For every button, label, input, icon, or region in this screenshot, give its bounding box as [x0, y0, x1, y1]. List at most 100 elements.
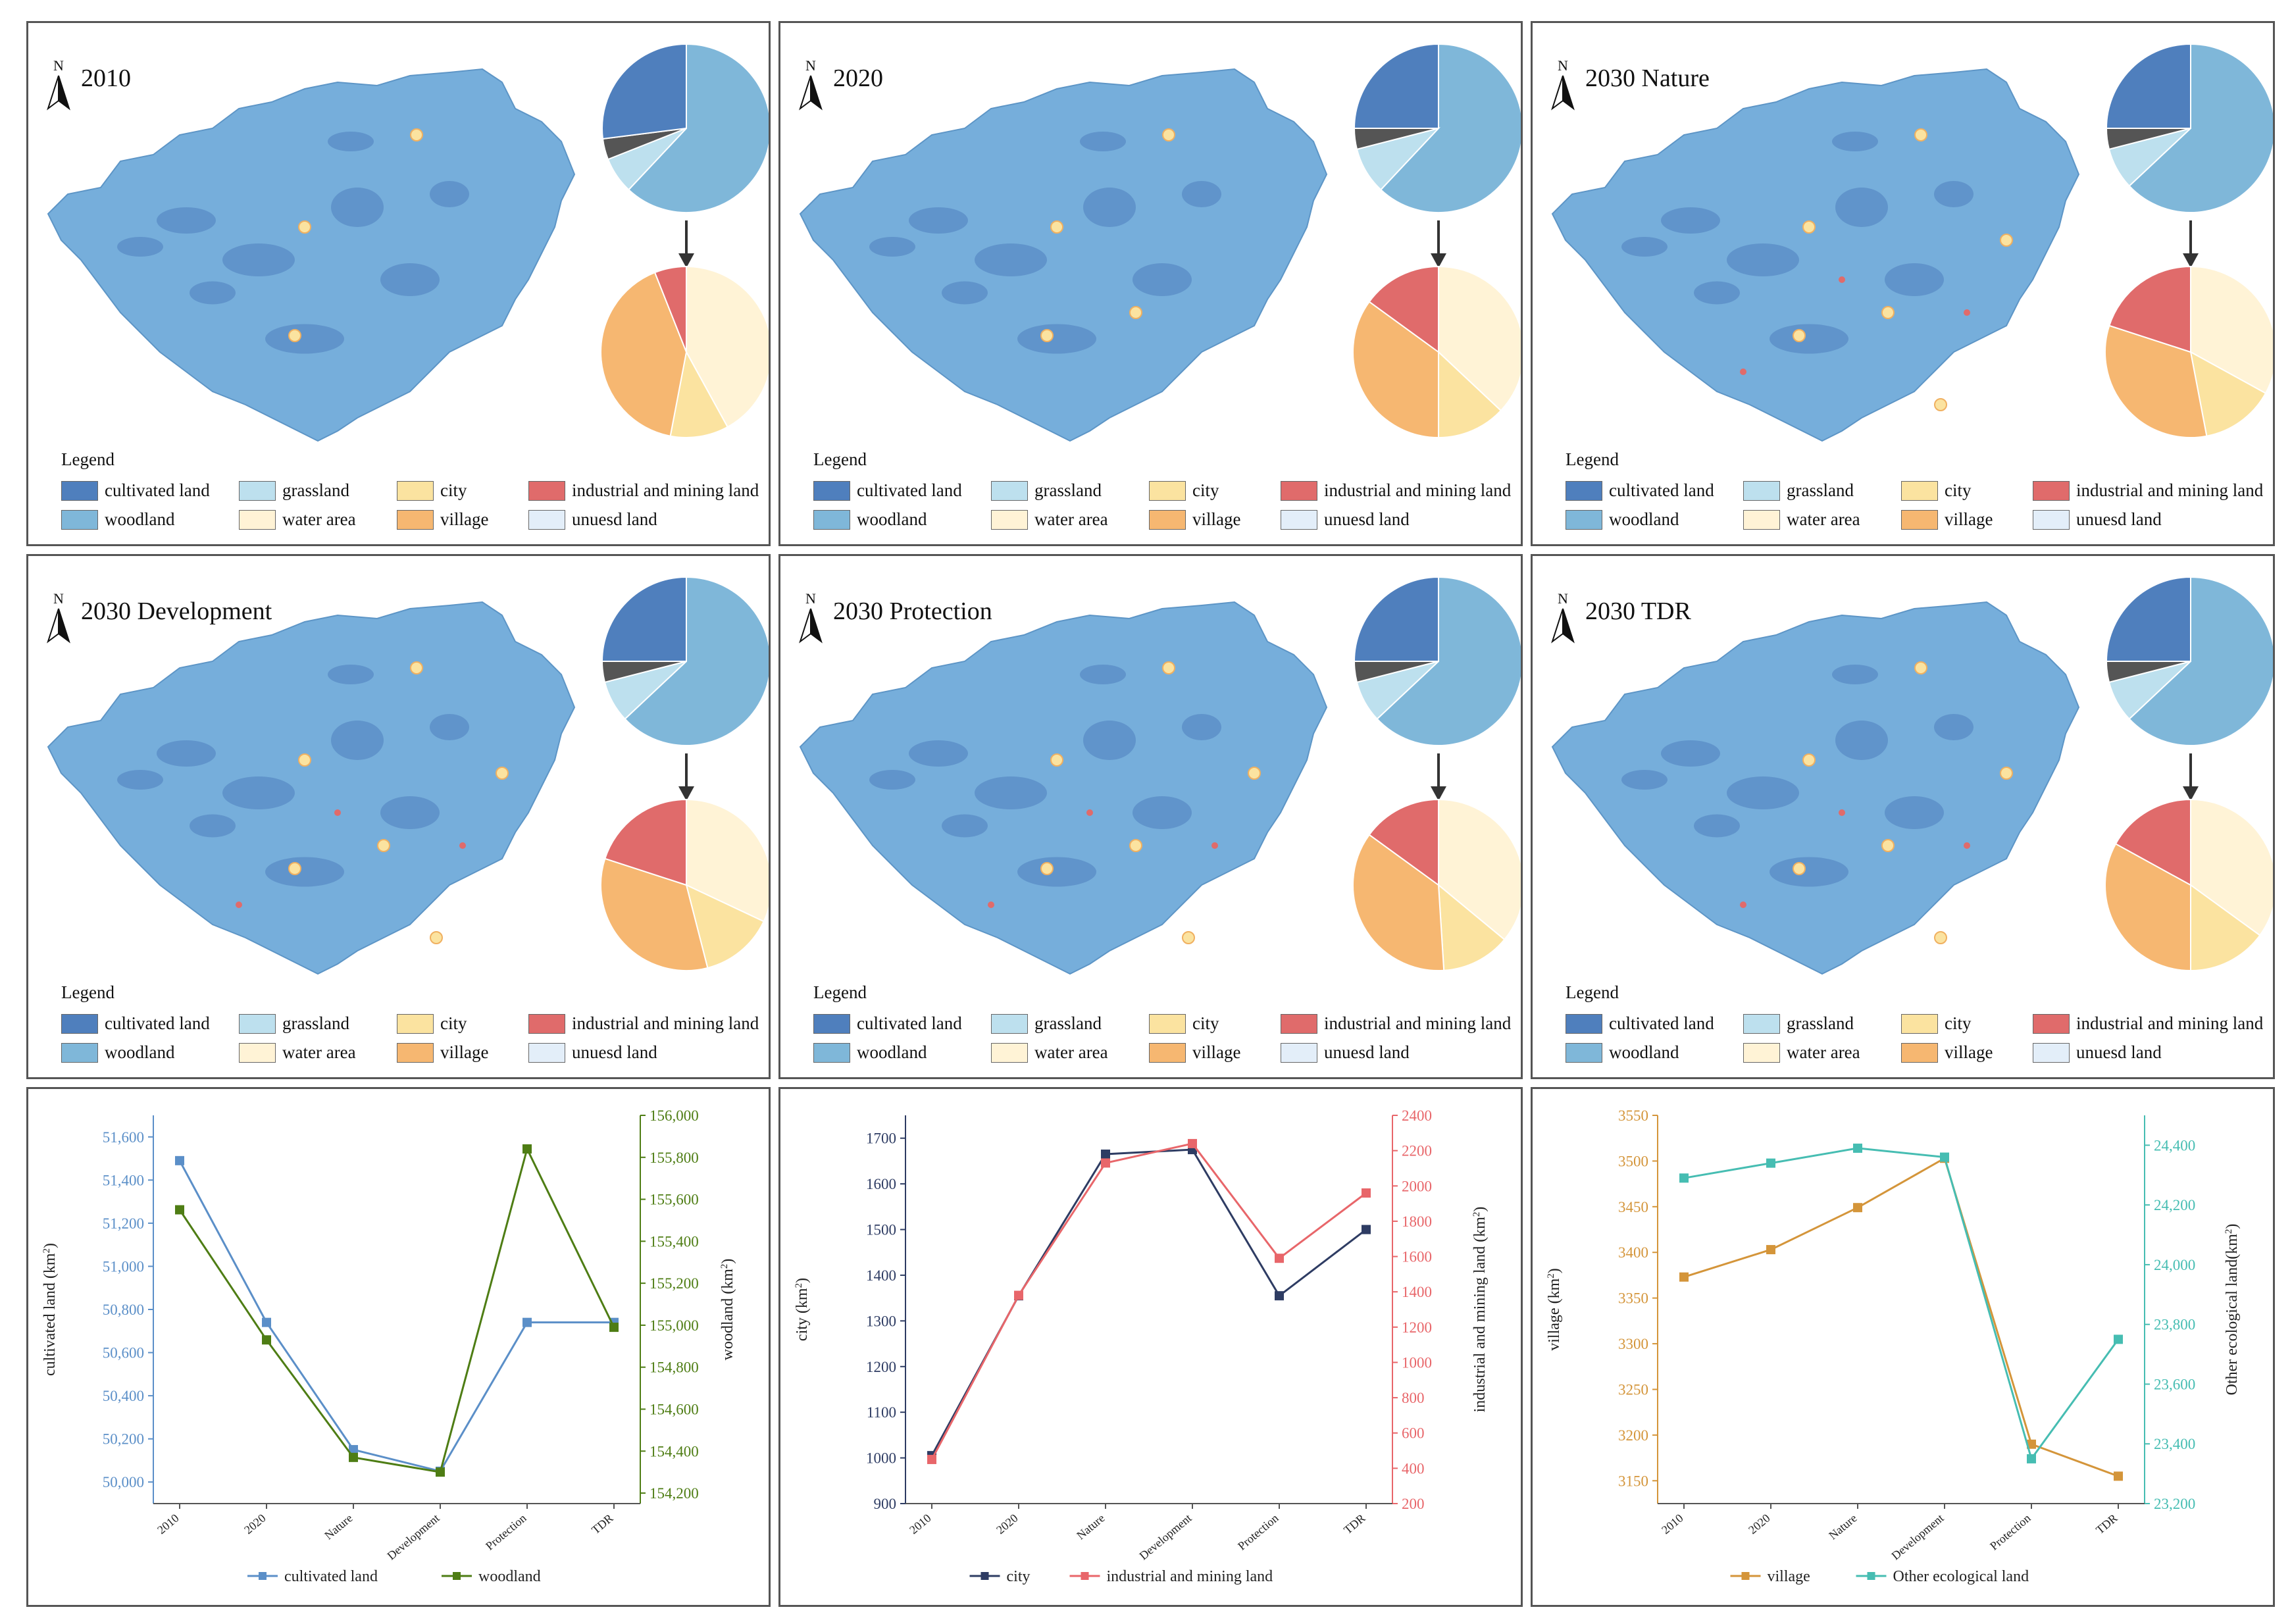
x-tick-label: 2020	[1746, 1511, 1772, 1536]
x-tick-label: 2010	[155, 1511, 181, 1536]
region-outline	[1551, 68, 2080, 442]
city-spot	[298, 753, 311, 767]
city-spot	[1802, 220, 1816, 234]
north-arrow-icon: N	[1551, 57, 1575, 111]
left-tick-label: 1200	[866, 1359, 896, 1375]
sub-pie-chart	[1352, 265, 1521, 439]
x-tick-label: Nature	[322, 1511, 355, 1542]
chart-legend-label: woodland	[478, 1568, 541, 1585]
right-series-point	[522, 1144, 532, 1154]
legend-label: water area	[1034, 509, 1108, 529]
legend-item-woodland: woodland	[61, 1042, 174, 1063]
left-tick-label: 3250	[1618, 1381, 1648, 1398]
city-spot	[1040, 862, 1054, 875]
legend-label: grassland	[1787, 1013, 1854, 1033]
pie-slice-village	[2104, 843, 2191, 972]
legend-item-water-area: water area	[991, 1042, 1108, 1063]
pie-slice-water-area	[686, 265, 769, 428]
industrial-spot	[1964, 842, 1970, 849]
cultivated-patch	[328, 665, 374, 684]
pie-slice-water-area	[2190, 265, 2273, 394]
line-chart-panel-1: 50,000 50,200 50,400 50,600 50,800 51,000 51,2…	[26, 1087, 771, 1607]
legend-swatch	[61, 480, 98, 501]
legend-label: unuesd land	[572, 1042, 657, 1062]
legend-title: Legend	[1566, 449, 1619, 469]
cultivated-patch	[1770, 324, 1848, 354]
legend-item-industrial-and-mining-land: industrial and mining land	[528, 480, 759, 501]
north-label: N	[805, 57, 816, 74]
right-tick-label: 24,200	[2154, 1197, 2195, 1213]
legend-title: Legend	[61, 449, 115, 469]
city-spot	[377, 839, 390, 852]
legend-item-grassland: grassland	[1743, 1013, 1854, 1034]
pie-slice-cultivated-land	[1353, 576, 1439, 662]
north-arrow-icon: N	[47, 57, 70, 111]
industrial-spot	[1086, 809, 1093, 816]
right-tick-label: 24,400	[2154, 1137, 2195, 1154]
legend-label: cultivated land	[105, 1013, 210, 1033]
legend-label: city	[1945, 480, 1972, 500]
chart-legend-label: city	[1007, 1568, 1031, 1585]
pie-slice-industrial-and-mining-land	[1368, 798, 1439, 886]
region-outline	[799, 601, 1328, 975]
cultivated-patch	[1885, 263, 1944, 296]
right-series-point	[175, 1205, 184, 1215]
line-chart-panel-2: 900 1000 1100 1200 1300 1400 1500 1600 1700 200 40…	[778, 1087, 1523, 1607]
legend-item-woodland: woodland	[1566, 1042, 1679, 1063]
left-tick-label: 3300	[1618, 1336, 1648, 1352]
cultivated-patch	[1133, 796, 1192, 829]
x-tick-label: Protection	[1235, 1511, 1281, 1553]
map-and-pie-canvas	[1551, 43, 2273, 442]
pie-slice-woodland	[2128, 576, 2273, 746]
legend-label: grassland	[1034, 480, 1102, 500]
left-series-point	[1766, 1245, 1775, 1255]
left-axis-title: village (km2)	[1546, 1268, 1563, 1350]
legend-swatch	[991, 480, 1028, 501]
pie-slice-village	[2104, 324, 2208, 438]
cultivated-patch	[117, 237, 163, 257]
region-outline	[1551, 601, 2080, 975]
chart-legend: village Other ecological land	[1730, 1568, 2029, 1585]
city-spot	[410, 661, 423, 674]
city-spot	[410, 128, 423, 141]
legend-label: industrial and mining land	[2076, 480, 2264, 500]
legend-item-cultivated-land: cultivated land	[813, 480, 962, 501]
pie-slice-city	[1438, 350, 1502, 439]
right-tick-label: 1800	[1402, 1213, 1432, 1230]
pie-slice-village	[1352, 301, 1439, 439]
industrial-spot	[1839, 276, 1845, 283]
legend-item-water-area: water area	[1743, 509, 1860, 530]
north-arrow-icon: N	[1551, 590, 1575, 644]
legend-item-grassland: grassland	[991, 480, 1102, 501]
x-tick-label: TDR	[589, 1511, 615, 1536]
legend-label: grassland	[282, 480, 349, 500]
legend-marker-icon	[453, 1572, 461, 1580]
city-spot	[288, 329, 301, 342]
legend-label: water area	[1787, 509, 1860, 529]
pie-slice-industrial-and-mining-land	[653, 265, 687, 353]
main-pie-chart	[1353, 576, 1521, 746]
legend-item-city: city	[1149, 480, 1219, 501]
left-tick-label: 3450	[1618, 1199, 1648, 1215]
legend-marker-icon	[1867, 1572, 1875, 1580]
cultivated-patch	[1080, 665, 1126, 684]
right-tick-label: 1200	[1402, 1319, 1432, 1336]
legend-item-woodland: woodland	[1566, 509, 1679, 530]
legend-title: Legend	[1566, 982, 1619, 1002]
industrial-spot	[988, 901, 994, 908]
left-tick-label: 51,600	[103, 1129, 144, 1146]
left-tick-label: 1600	[866, 1176, 896, 1192]
legend-label: cultivated land	[1609, 1013, 1714, 1033]
legend-item-city: city	[397, 480, 467, 501]
legend-label: woodland	[857, 1042, 927, 1062]
legend-label: grassland	[1034, 1013, 1102, 1033]
legend-item-grassland: grassland	[1743, 480, 1854, 501]
city-spot	[1934, 398, 1947, 411]
industrial-spot	[1740, 368, 1746, 375]
left-tick-label: 3400	[1618, 1244, 1648, 1261]
cultivated-patch	[1661, 740, 1720, 767]
city-spot	[298, 220, 311, 234]
legend-swatch	[813, 1013, 850, 1034]
legend-item-water-area: water area	[239, 509, 356, 530]
legend-marker-icon	[980, 1572, 989, 1580]
